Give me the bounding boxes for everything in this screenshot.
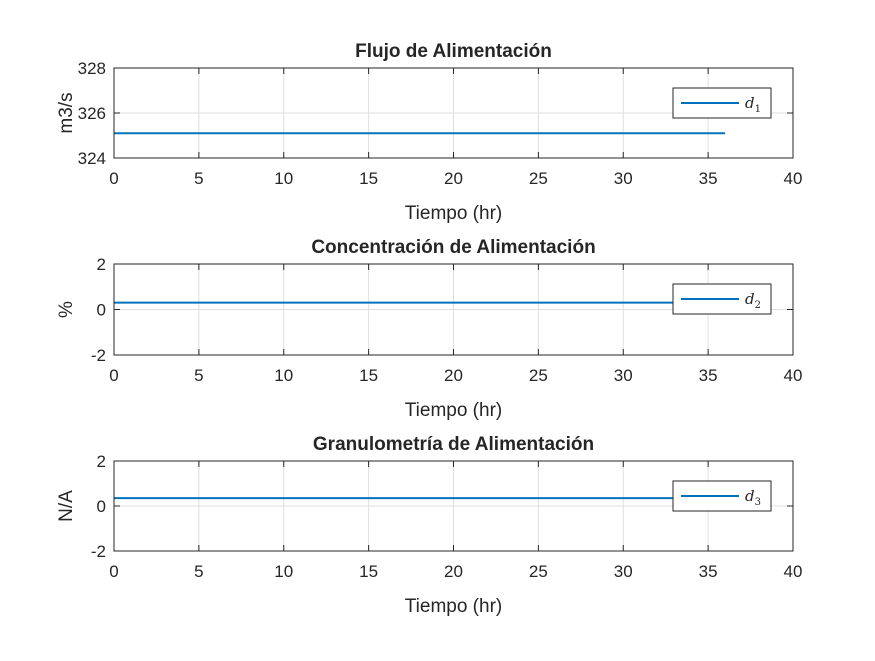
y-tick-label: 324 xyxy=(78,149,106,168)
y-tick-label: 328 xyxy=(78,59,106,78)
legend-entry: d2 xyxy=(745,290,761,311)
x-tick-label: 40 xyxy=(784,562,803,581)
x-tick-label: 15 xyxy=(359,169,378,188)
legend-entry-name: d xyxy=(745,290,755,308)
y-tick-label: 326 xyxy=(78,104,106,123)
x-tick-label: 0 xyxy=(109,169,118,188)
x-tick-label: 10 xyxy=(274,366,293,385)
y-tick-label: -2 xyxy=(91,542,106,561)
subplot-title: Flujo de Alimentación xyxy=(355,41,552,62)
legend-entry-subscript: 3 xyxy=(755,497,761,508)
x-tick-label: 15 xyxy=(359,562,378,581)
legend-entry-name: d xyxy=(745,487,755,505)
x-tick-label: 40 xyxy=(784,366,803,385)
legend-entry: d1 xyxy=(745,94,761,115)
x-tick-label: 25 xyxy=(529,562,548,581)
y-tick-label: 0 xyxy=(97,301,106,320)
x-tick-label: 35 xyxy=(699,169,718,188)
x-tick-label: 20 xyxy=(444,366,463,385)
x-tick-label: 40 xyxy=(784,169,803,188)
y-tick-label: 0 xyxy=(97,497,106,516)
x-axis-label: Tiempo (hr) xyxy=(405,400,502,421)
legend-entry-subscript: 2 xyxy=(755,300,761,311)
y-axis-label: N/A xyxy=(56,490,77,522)
y-axis-label: m3/s xyxy=(56,92,77,133)
x-tick-label: 35 xyxy=(699,562,718,581)
x-tick-label: 30 xyxy=(614,169,633,188)
x-tick-label: 30 xyxy=(614,366,633,385)
legend-entry-subscript: 1 xyxy=(755,104,761,115)
x-axis-label: Tiempo (hr) xyxy=(405,596,502,617)
legend: d2 xyxy=(672,283,772,315)
legend: d1 xyxy=(672,87,772,119)
x-tick-label: 20 xyxy=(444,169,463,188)
subplot-1: 0 5 10 15 20 25 30 35 40 324 326 328 Flujo de Alimen… xyxy=(56,41,802,224)
x-tick-label: 10 xyxy=(274,169,293,188)
x-tick-label: 0 xyxy=(109,562,118,581)
legend: d3 xyxy=(672,480,772,512)
x-tick-label: 20 xyxy=(444,562,463,581)
x-tick-label: 0 xyxy=(109,366,118,385)
legend-entry-name: d xyxy=(745,94,755,112)
x-tick-label: 30 xyxy=(614,562,633,581)
subplot-title: Concentración de Alimentación xyxy=(311,237,595,258)
legend-entry: d3 xyxy=(745,487,761,508)
x-tick-label: 10 xyxy=(274,562,293,581)
subplot-title: Granulometría de Alimentación xyxy=(313,434,594,455)
x-tick-label: 5 xyxy=(194,562,203,581)
x-tick-label: 5 xyxy=(194,366,203,385)
x-tick-label: 25 xyxy=(529,366,548,385)
x-tick-label: 5 xyxy=(194,169,203,188)
y-tick-label: -2 xyxy=(91,346,106,365)
y-tick-label: 2 xyxy=(97,452,106,471)
x-tick-label: 25 xyxy=(529,169,548,188)
x-tick-label: 15 xyxy=(359,366,378,385)
y-axis-label: % xyxy=(56,301,77,318)
y-tick-label: 2 xyxy=(97,255,106,274)
x-axis-label: Tiempo (hr) xyxy=(405,203,502,224)
x-tick-label: 35 xyxy=(699,366,718,385)
